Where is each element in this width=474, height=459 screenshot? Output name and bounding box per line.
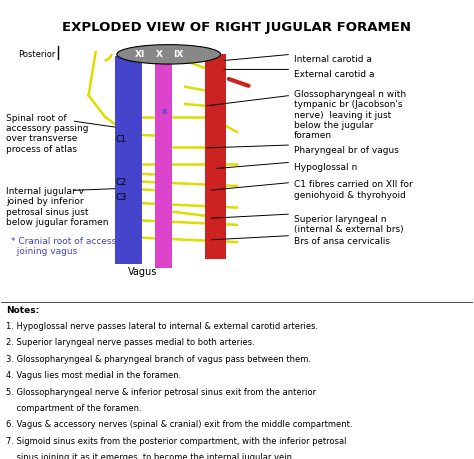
Text: IX: IX [173,50,183,58]
Ellipse shape [117,45,220,65]
Text: 2. Superior laryngeal nerve passes medial to both arteries.: 2. Superior laryngeal nerve passes media… [6,338,255,347]
Text: C1: C1 [116,134,127,144]
Text: X: X [156,50,163,58]
Text: Spinal root of
accessory passing
over transverse
process of atlas: Spinal root of accessory passing over tr… [6,113,89,153]
Text: Notes:: Notes: [6,305,39,314]
Text: XI: XI [135,50,146,58]
Text: 4. Vagus lies most medial in the foramen.: 4. Vagus lies most medial in the foramen… [6,370,182,380]
Text: C3: C3 [116,193,127,202]
Text: 6. Vagus & accessory nerves (spinal & cranial) exit from the middle compartment.: 6. Vagus & accessory nerves (spinal & cr… [6,420,353,429]
Text: * Cranial root of accessory
  joining vagus: * Cranial root of accessory joining vagu… [11,236,131,256]
Text: Internal jugular v
joined by inferior
petrosaI sinus just
below jugular foramen: Internal jugular v joined by inferior pe… [6,186,109,227]
Text: Brs of ansa cervicalis: Brs of ansa cervicalis [293,236,390,245]
Text: sinus joining it as it emerges, to become the internal jugular vein.: sinus joining it as it emerges, to becom… [6,452,295,459]
FancyBboxPatch shape [116,57,142,264]
Text: Pharyngeal br of vagus: Pharyngeal br of vagus [293,146,399,155]
FancyBboxPatch shape [155,55,173,269]
Text: EXPLODED VIEW OF RIGHT JUGULAR FORAMEN: EXPLODED VIEW OF RIGHT JUGULAR FORAMEN [63,21,411,34]
FancyBboxPatch shape [205,55,226,260]
Text: C2: C2 [116,178,127,187]
Text: *: * [161,106,167,120]
Text: XII: XII [96,50,109,58]
Text: Vagus: Vagus [128,266,157,276]
Text: 5. Glossopharyngeal nerve & inferior petrosal sinus exit from the anterior: 5. Glossopharyngeal nerve & inferior pet… [6,387,316,396]
Text: Hypoglossal n: Hypoglossal n [293,163,357,172]
Text: 1. Hypoglossal nerve passes lateral to internal & external carotid arteries.: 1. Hypoglossal nerve passes lateral to i… [6,321,318,330]
Text: Internal carotid a: Internal carotid a [293,55,372,64]
Text: compartment of the foramen.: compartment of the foramen. [6,403,142,412]
Text: Superior laryngeal n
(internal & external brs): Superior laryngeal n (internal & externa… [293,214,403,234]
Text: 3. Glossopharyngeal & pharyngeal branch of vagus pass between them.: 3. Glossopharyngeal & pharyngeal branch … [6,354,311,363]
Text: External carotid a: External carotid a [293,70,374,79]
Text: Glossopharyngeal n with
tympanic br (Jacobson's
nerve)  leaving it just
below th: Glossopharyngeal n with tympanic br (Jac… [293,90,406,140]
Text: 7. Sigmoid sinus exits from the posterior compartment, with the inferior petrosa: 7. Sigmoid sinus exits from the posterio… [6,436,346,445]
Text: Posterior: Posterior [18,50,55,58]
Text: C1 fibres carried on XII for
geniohyoid & thyrohyoid: C1 fibres carried on XII for geniohyoid … [293,180,412,200]
